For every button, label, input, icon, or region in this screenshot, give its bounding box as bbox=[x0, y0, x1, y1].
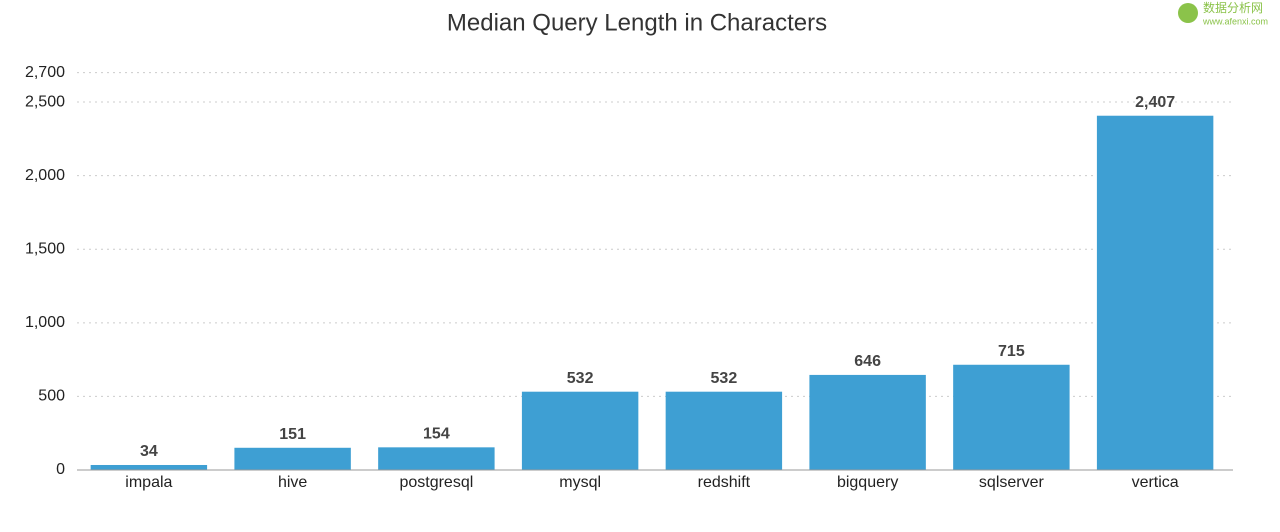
x-tick-label: hive bbox=[278, 474, 307, 491]
x-tick-label: redshift bbox=[698, 474, 751, 491]
x-tick-label: vertica bbox=[1132, 474, 1179, 491]
y-tick-label: 500 bbox=[38, 388, 65, 405]
value-label: 715 bbox=[998, 343, 1025, 360]
y-tick-label: 2,000 bbox=[25, 167, 65, 184]
bar bbox=[90, 464, 208, 470]
watermark-logo bbox=[1178, 3, 1198, 23]
x-tick-label: mysql bbox=[559, 474, 601, 491]
x-tick-label: bigquery bbox=[837, 474, 898, 491]
value-label: 151 bbox=[279, 426, 306, 443]
bar bbox=[1096, 115, 1214, 471]
y-tick-label: 0 bbox=[56, 461, 65, 478]
watermark: www.afenxi.com bbox=[1202, 16, 1268, 26]
bar bbox=[234, 447, 351, 470]
bar bbox=[665, 391, 783, 470]
x-tick-label: postgresql bbox=[399, 474, 473, 491]
y-tick-label: 2,500 bbox=[25, 93, 65, 110]
y-tick-label: 1,000 bbox=[25, 314, 65, 331]
bar bbox=[953, 364, 1070, 470]
bar bbox=[521, 391, 639, 470]
bar bbox=[809, 374, 926, 470]
value-label: 34 bbox=[140, 443, 158, 460]
x-tick-label: impala bbox=[125, 474, 172, 491]
value-label: 532 bbox=[567, 370, 594, 387]
x-tick-label: sqlserver bbox=[979, 474, 1045, 491]
chart-title: Median Query Length in Characters bbox=[447, 9, 827, 36]
y-tick-label: 2,700 bbox=[25, 64, 65, 81]
watermark: 数据分析网 bbox=[1203, 0, 1263, 15]
value-label: 532 bbox=[711, 370, 738, 387]
value-label: 646 bbox=[854, 353, 881, 370]
y-tick-label: 1,500 bbox=[25, 240, 65, 257]
value-label: 154 bbox=[423, 426, 450, 443]
value-label: 2,407 bbox=[1135, 94, 1175, 111]
bar bbox=[378, 447, 495, 470]
